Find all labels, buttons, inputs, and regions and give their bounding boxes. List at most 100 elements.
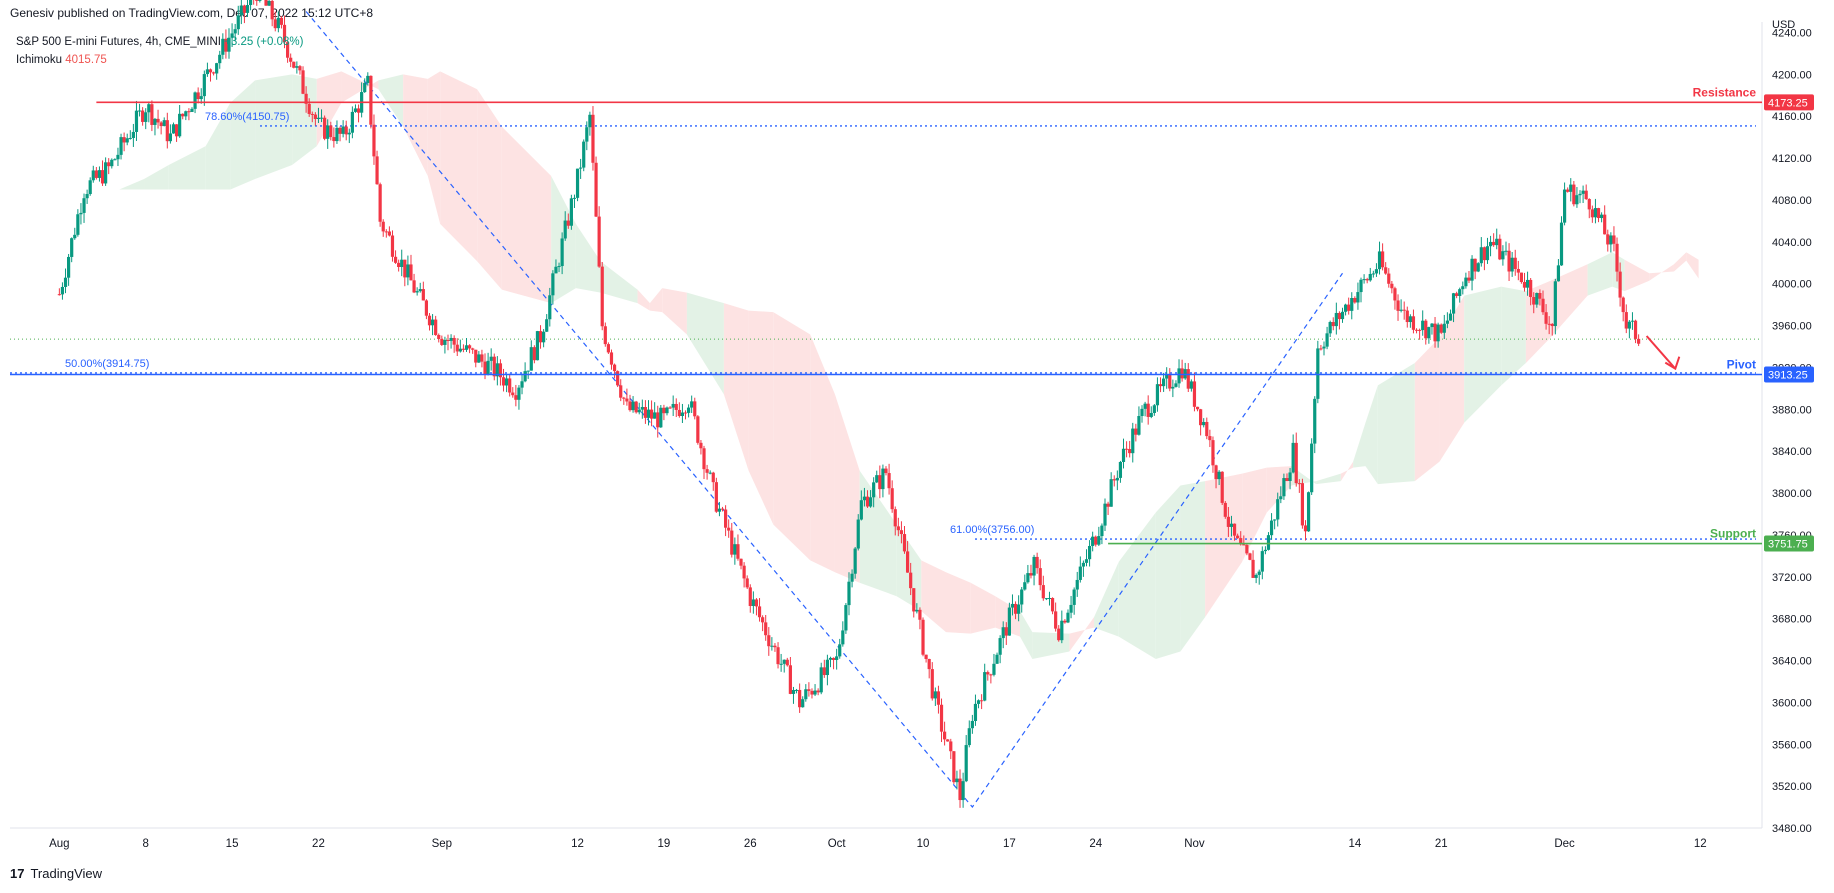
candle-body [1328,322,1332,334]
y-tick-label: 4120.00 [1772,153,1812,165]
candle-body [1211,440,1215,466]
candle-body [927,658,931,670]
candle-body [1131,428,1135,454]
candle-body [1038,568,1042,586]
candle-body [443,340,447,345]
ichimoku-cloud-segment [810,334,835,573]
candle-body [511,392,515,396]
candle-body [653,412,657,419]
candle-body [983,672,987,701]
candle-body [1630,320,1635,322]
candle-body [421,289,425,301]
candle-body [1288,472,1292,481]
candle-body [82,198,86,213]
candle-body [1559,222,1564,266]
candle-body [347,132,351,135]
ichimoku-cloud-segment [1069,617,1095,652]
candle-body [1529,279,1533,298]
candle-body [208,69,213,73]
candle-body [680,412,685,417]
ichimoku-cloud-segment [1242,467,1267,562]
candle-body [338,127,342,134]
publisher-header: Genesiv published on TradingView.com, De… [10,6,373,20]
candle-body [310,113,314,115]
tradingview-footer[interactable]: 17 TradingView [10,866,102,881]
candle-body [742,565,746,579]
candle-body [165,120,169,142]
candle-body [1291,442,1295,473]
candle-body [637,409,641,413]
candle-body [1322,346,1326,349]
candle-body [1155,384,1160,406]
x-tick-label: Dec [1554,838,1575,850]
candle-body [1205,421,1209,437]
candle-body [1633,320,1638,339]
candle-body [267,0,271,6]
candle-body [480,354,484,362]
candle-body [696,416,700,443]
candle-body [591,114,595,163]
candle-body [196,92,200,100]
candle-body [782,659,786,664]
candle-body [1057,628,1061,641]
candle-body [1091,536,1095,546]
ichimoku-cloud-segment [1020,611,1033,660]
candle-body [128,137,132,139]
candle-body [1603,214,1607,235]
candle-body [804,689,808,700]
candle-body [393,256,398,263]
candle-body [1368,274,1372,281]
candle-body [1501,251,1505,260]
candle-body [711,472,715,483]
candle-body [326,125,330,139]
x-tick-label: 22 [312,838,325,850]
candle-body [156,118,160,123]
candle-body [526,370,530,372]
ichimoku-cloud-segment [575,223,601,293]
candle-body [1637,338,1641,344]
candle-body [70,238,74,257]
candle-body [1041,585,1045,599]
candle-body [1137,416,1141,435]
candle-body [1615,243,1619,272]
candle-body [767,635,771,647]
candle-body [279,17,284,25]
candle-body [850,573,854,582]
candle-body [748,587,752,606]
candle-body [819,667,823,693]
candle-body [1260,551,1264,572]
candle-body [125,138,129,143]
candle-body [1050,598,1055,612]
candle-body [1396,300,1400,311]
candle-body [686,407,691,413]
x-tick-label: 15 [226,838,239,850]
candle-body [1010,603,1015,608]
candle-body [656,412,660,428]
y-tick-label: 3960.00 [1772,321,1812,333]
candle-body [319,117,324,119]
candle-body [757,606,762,618]
candle-body [100,170,105,184]
candle-body [178,113,182,137]
candle-body [159,122,163,127]
candle-body [1374,269,1379,274]
candle-body [1100,525,1104,537]
ichimoku-cloud-segment [686,292,724,395]
ichimoku-cloud-segment [921,560,946,633]
candle-body [1165,374,1169,379]
candle-body [168,133,172,142]
candle-body [955,778,959,783]
candle-body [282,24,287,43]
candle-body [1544,312,1548,324]
candle-body [560,238,564,267]
ichimoku-cloud-segment [1686,252,1699,279]
candle-body [828,657,833,660]
candle-body [397,262,401,268]
candle-body [545,319,549,332]
fib-level-label: 50.00%(3914.75) [65,358,149,370]
candle-body [887,473,891,489]
candle-body [418,289,422,292]
candle-body [751,599,755,606]
ichimoku-cloud-segment [723,303,749,471]
